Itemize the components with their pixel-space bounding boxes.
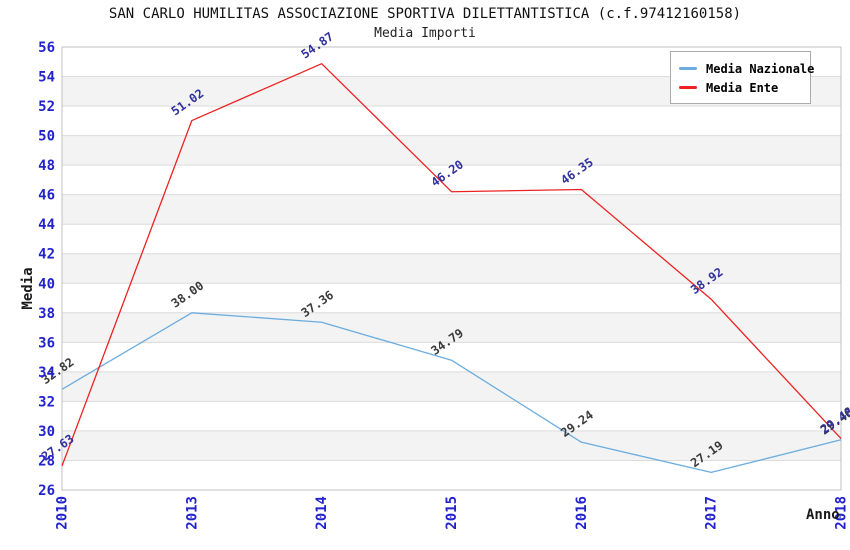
plot-band <box>62 401 841 431</box>
legend-label: Media Ente <box>706 80 779 95</box>
legend-item-media-ente: Media Ente <box>679 78 802 97</box>
legend-swatch-media-ente <box>679 86 697 89</box>
y-tick-label: 46 <box>38 188 55 204</box>
plot-band <box>62 371 841 402</box>
y-tick-label: 34 <box>38 365 55 381</box>
x-tick-label: 2013 <box>184 496 200 530</box>
legend: Media Nazionale Media Ente <box>670 51 814 104</box>
y-tick-label: 54 <box>38 70 55 86</box>
legend-label: Media Nazionale <box>706 61 815 76</box>
y-tick-label: 52 <box>38 99 55 115</box>
x-axis-title: Anno <box>806 507 840 523</box>
y-tick-label: 40 <box>38 276 55 292</box>
y-tick-label: 38 <box>38 306 55 322</box>
plot-band <box>62 312 841 343</box>
series-line-media-ente <box>61 63 842 467</box>
plot-band <box>62 460 841 490</box>
legend-item-media-nazionale: Media Nazionale <box>679 59 814 78</box>
plot-border <box>61 46 842 491</box>
plot-band <box>62 135 841 166</box>
plot-band <box>62 224 841 254</box>
y-tick-label: 44 <box>38 217 55 233</box>
x-tick-label: 2014 <box>314 496 330 530</box>
y-tick-label: 48 <box>38 158 55 174</box>
chart-title: SAN CARLO HUMILITAS ASSOCIAZIONE SPORTIV… <box>108 6 742 22</box>
plot-band <box>62 342 841 372</box>
y-tick-label: 26 <box>38 483 55 499</box>
y-tick-label: 28 <box>38 453 55 469</box>
legend-swatch-media-nazionale <box>679 67 697 70</box>
y-tick-label: 42 <box>38 247 55 263</box>
y-tick-label: 36 <box>38 335 55 351</box>
chart-subtitle: Media Importi <box>374 26 476 41</box>
x-tick-label: 2017 <box>704 496 720 530</box>
y-tick-label: 56 <box>38 40 55 56</box>
x-tick-label: 2015 <box>444 496 460 530</box>
plot-band <box>62 194 841 225</box>
y-tick-label: 50 <box>38 129 55 145</box>
y-tick-label: 30 <box>38 424 55 440</box>
plot-band <box>62 430 841 461</box>
plot-band <box>62 283 841 313</box>
series-line-media-nazionale <box>61 312 842 474</box>
y-axis-title: Media <box>20 267 36 309</box>
x-tick-label: 2018 <box>834 496 850 530</box>
plot-band <box>62 165 841 195</box>
plot-band <box>62 253 841 284</box>
x-tick-label: 2010 <box>55 496 71 530</box>
y-tick-label: 32 <box>38 394 55 410</box>
x-tick-label: 2016 <box>574 496 590 530</box>
